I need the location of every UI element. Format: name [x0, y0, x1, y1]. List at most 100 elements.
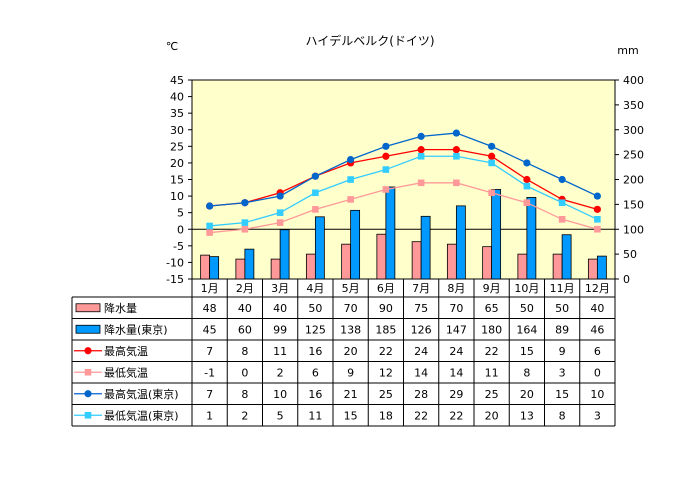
right-axis-tick-label: 300	[623, 124, 644, 137]
data-cell: 8	[523, 366, 530, 379]
category-label: 1月	[201, 282, 219, 295]
data-cell: 99	[273, 323, 287, 336]
data-cell: 70	[449, 302, 463, 315]
legend-key	[84, 390, 92, 398]
data-cell: 126	[411, 323, 432, 336]
data-cell: 164	[516, 323, 537, 336]
data-cell: 125	[305, 323, 326, 336]
left-axis-tick-label: 20	[170, 157, 184, 170]
legend-label: 最高気温(東京)	[104, 387, 179, 401]
data-cell: 24	[414, 345, 428, 358]
data-cell: 50	[520, 302, 534, 315]
data-point	[206, 229, 213, 236]
bar	[482, 246, 493, 280]
data-point	[241, 225, 249, 233]
data-point	[382, 152, 390, 160]
data-point	[558, 216, 566, 223]
data-point	[417, 132, 425, 140]
data-cell: 25	[379, 388, 393, 401]
bar	[305, 253, 316, 280]
data-point	[347, 176, 354, 183]
data-point	[206, 222, 213, 230]
data-cell: 22	[449, 409, 463, 422]
category-label: 9月	[483, 282, 501, 295]
bar	[200, 254, 211, 280]
left-axis-tick-label: -15	[166, 273, 184, 286]
bar	[235, 258, 246, 280]
data-cell: 16	[308, 388, 322, 401]
data-cell: 65	[485, 302, 499, 315]
data-point	[523, 199, 531, 207]
data-point	[594, 216, 601, 223]
data-cell: 0	[594, 366, 601, 379]
data-point	[417, 179, 425, 187]
data-point	[311, 172, 319, 180]
data-cell: 8	[241, 388, 248, 401]
legend-key	[75, 303, 101, 313]
data-cell: 15	[555, 388, 569, 401]
category-label: 4月	[306, 282, 324, 295]
series-line	[209, 155, 598, 227]
data-cell: 40	[238, 302, 252, 315]
category-label: 3月	[271, 282, 289, 295]
data-cell: 9	[559, 345, 566, 358]
data-cell: 40	[273, 302, 287, 315]
data-cell: 147	[446, 323, 467, 336]
data-cell: 6	[594, 345, 601, 358]
left-axis-tick-label: -10	[166, 256, 184, 269]
legend-key	[75, 324, 101, 334]
data-cell: 7	[206, 345, 213, 358]
plot-area	[191, 79, 616, 280]
data-point	[488, 159, 495, 167]
data-cell: 13	[520, 409, 534, 422]
data-cell: 11	[308, 409, 322, 422]
data-cell: 22	[414, 409, 428, 422]
left-axis-tick-label: 35	[170, 107, 184, 120]
data-cell: 2	[241, 409, 248, 422]
bar	[587, 258, 598, 280]
data-cell: 22	[485, 345, 499, 358]
bar	[385, 186, 396, 280]
bar	[270, 258, 281, 280]
data-point	[382, 166, 390, 173]
legend-label: 最低気温	[104, 365, 148, 379]
bar	[341, 243, 352, 280]
bar	[420, 215, 431, 280]
data-cell: 15	[520, 345, 534, 358]
data-point	[488, 189, 495, 197]
data-cell: 75	[414, 302, 428, 315]
legend-key	[84, 411, 92, 419]
data-point	[206, 202, 214, 210]
left-axis-tick-label: 5	[177, 207, 184, 220]
bar	[279, 229, 290, 280]
data-cell: 12	[379, 366, 393, 379]
data-point	[452, 129, 460, 137]
right-axis-tick-label: 100	[623, 223, 644, 236]
left-axis-tick-label: 30	[170, 124, 184, 137]
data-point	[488, 152, 496, 160]
data-point	[523, 175, 531, 184]
data-point	[453, 179, 460, 187]
bar	[526, 197, 537, 280]
series-line	[209, 182, 598, 234]
left-axis-tick-label: 10	[170, 190, 184, 203]
data-cell: 25	[485, 388, 499, 401]
data-point	[453, 152, 460, 160]
left-axis-tick-label: -5	[173, 240, 184, 253]
data-point	[593, 192, 601, 200]
bar	[517, 253, 528, 280]
left-axis-tick-label: 15	[170, 174, 184, 187]
legend-key	[84, 368, 92, 376]
legend-label: 最高気温	[104, 344, 148, 358]
category-label: 11月	[550, 282, 575, 295]
data-point	[594, 225, 601, 233]
data-cell: 7	[206, 388, 213, 401]
data-cell: 1	[206, 409, 213, 422]
data-cell: 5	[277, 409, 284, 422]
data-cell: 3	[559, 366, 566, 379]
data-cell: 89	[555, 323, 569, 336]
bar	[446, 243, 457, 280]
data-point	[276, 209, 284, 216]
data-cell: 16	[308, 345, 322, 358]
data-point	[558, 175, 566, 184]
